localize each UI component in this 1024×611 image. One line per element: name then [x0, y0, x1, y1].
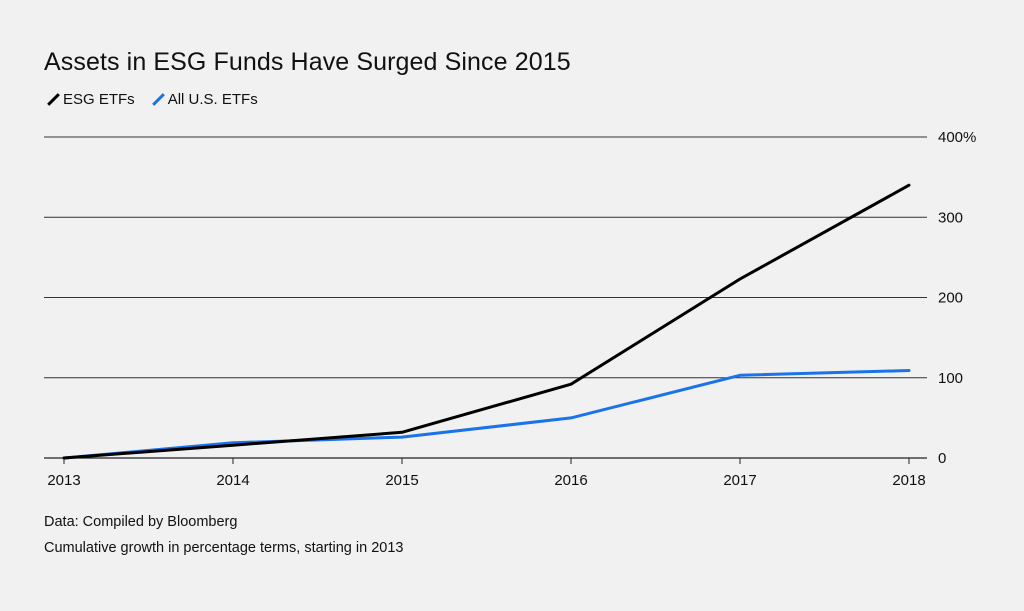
y-tick-label-100: 100 — [938, 370, 963, 387]
x-tick-label-2016: 2016 — [554, 472, 587, 489]
x-tick-label-2018: 2018 — [892, 472, 925, 489]
y-tick-label-200: 200 — [938, 290, 963, 307]
y-tick-label-0: 0 — [938, 450, 946, 467]
series-line-esg-etfs — [62, 183, 911, 460]
chart-title: Assets in ESG Funds Have Surged Since 20… — [44, 48, 571, 76]
legend-item-all-us: All U.S. ETFs — [151, 91, 258, 108]
legend-label-esg: ESG ETFs — [63, 91, 135, 108]
x-tick-label-2013: 2013 — [47, 472, 80, 489]
x-tick-label-2015: 2015 — [385, 472, 418, 489]
legend-label-all-us: All U.S. ETFs — [167, 91, 258, 108]
x-tick-label-2017: 2017 — [723, 472, 756, 489]
gridlines — [44, 136, 927, 459]
y-tick-label-300: 300 — [938, 209, 963, 226]
description-note: Cumulative growth in percentage terms, s… — [44, 540, 404, 556]
source-note: Data: Compiled by Bloomberg — [44, 514, 238, 530]
y-tick-label-400: 400% — [938, 129, 976, 146]
legend-item-esg: ESG ETFs — [47, 91, 135, 108]
legend: ESG ETFs All U.S. ETFs — [47, 91, 280, 108]
axes: 0 100 200 300 400% 2013 2014 2015 2016 2017 2018 — [47, 129, 976, 489]
series-lines — [62, 183, 911, 460]
series-line-all-us-etfs — [62, 369, 911, 460]
x-tick-label-2014: 2014 — [216, 472, 249, 489]
